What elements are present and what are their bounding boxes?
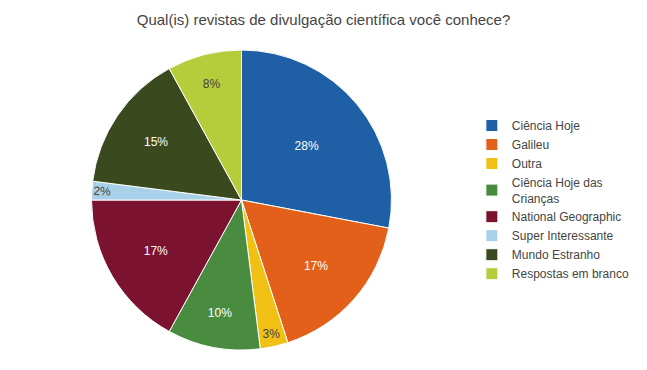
svg-text:3%: 3% xyxy=(263,327,281,341)
svg-text:Mundo Estranho: Mundo Estranho xyxy=(512,248,600,262)
svg-text:Ciência Hoje: Ciência Hoje xyxy=(512,119,580,133)
svg-text:10%: 10% xyxy=(208,306,232,320)
svg-text:2%: 2% xyxy=(93,184,112,199)
svg-text:Respostas em branco: Respostas em branco xyxy=(512,267,629,281)
svg-text:15%: 15% xyxy=(144,135,168,149)
svg-text:28%: 28% xyxy=(295,139,319,153)
svg-text:Galileu: Galileu xyxy=(512,138,549,152)
svg-text:17%: 17% xyxy=(144,244,168,258)
svg-text:Outra: Outra xyxy=(512,157,542,171)
svg-text:National Geographic: National Geographic xyxy=(512,210,621,224)
svg-text:Qual(is) revistas de divulgaçã: Qual(is) revistas de divulgação científi… xyxy=(137,11,511,28)
svg-text:Super Interessante: Super Interessante xyxy=(512,229,614,243)
svg-text:17%: 17% xyxy=(304,259,328,273)
svg-text:8%: 8% xyxy=(203,77,221,91)
svg-text:Ciência Hoje dasCrianças: Ciência Hoje dasCrianças xyxy=(512,176,603,206)
